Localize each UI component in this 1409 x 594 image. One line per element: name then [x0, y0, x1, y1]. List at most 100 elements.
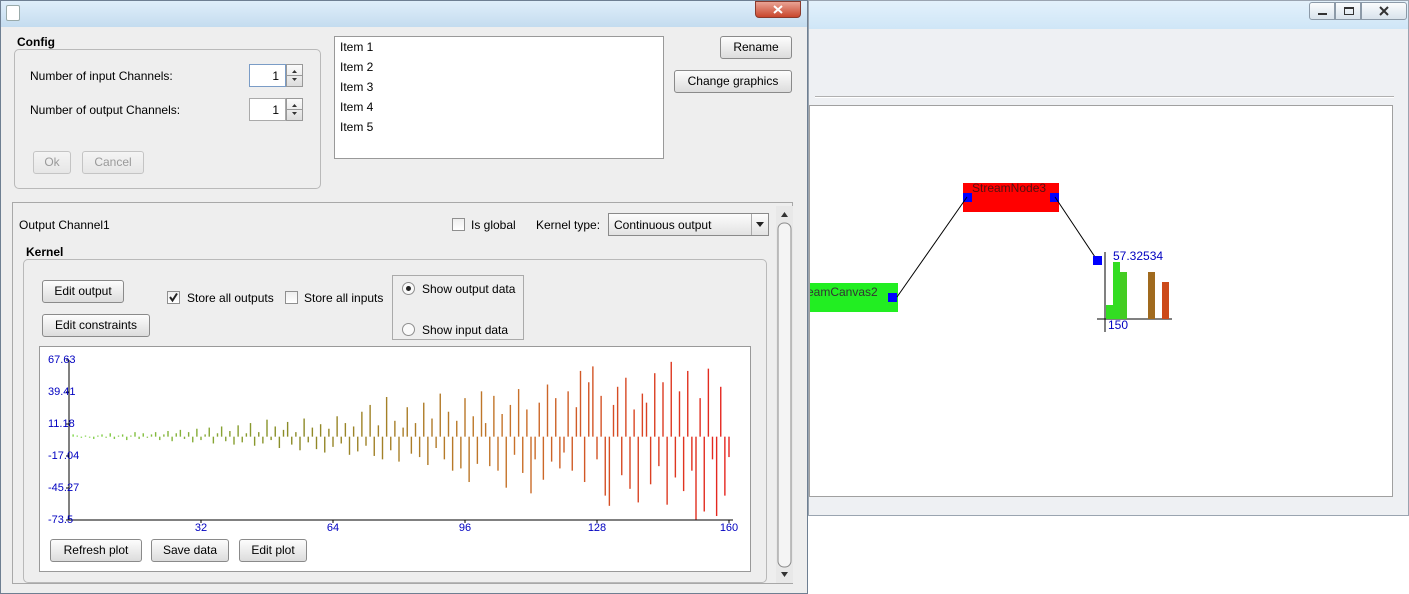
bar — [423, 402, 425, 437]
y-tick-label: 11.18 — [48, 418, 75, 430]
x-tick-label: 128 — [588, 522, 606, 534]
list-item[interactable]: Item 1 — [340, 40, 374, 54]
store-outputs-checkbox[interactable] — [167, 291, 180, 304]
output-spinner[interactable]: 1 — [249, 98, 286, 121]
bar — [707, 368, 710, 437]
bar — [390, 436, 392, 451]
save-data-button[interactable]: Save data — [151, 539, 229, 562]
bar — [72, 434, 74, 437]
bar — [307, 436, 309, 443]
bar — [121, 434, 124, 437]
item-list[interactable]: Item 1 Item 2 Item 3 Item 4 Item 5 — [334, 36, 664, 159]
bar — [394, 420, 396, 437]
spinner-arrows[interactable] — [286, 64, 303, 87]
preview-bar — [1162, 282, 1169, 319]
rename-button[interactable]: Rename — [720, 36, 792, 59]
list-item[interactable]: Item 5 — [340, 120, 374, 134]
label: Kernel type: — [536, 218, 601, 232]
bar — [645, 402, 648, 437]
bar — [266, 419, 268, 437]
bar — [418, 436, 421, 458]
kernel-type-combo[interactable]: Continuous output — [608, 213, 769, 236]
bar — [629, 436, 631, 489]
edit-constraints-button[interactable]: Edit constraints — [42, 314, 150, 337]
label: Number of output Channels: — [30, 103, 181, 117]
bar — [687, 370, 689, 437]
bar — [621, 436, 623, 476]
close-button[interactable] — [755, 1, 801, 18]
scrollbar[interactable] — [776, 206, 793, 583]
bar — [138, 436, 140, 439]
bar — [662, 382, 664, 437]
minimize-button[interactable] — [1309, 2, 1335, 20]
y-tick-label: 67.63 — [48, 354, 76, 366]
bar — [571, 436, 573, 471]
radio-button[interactable] — [402, 323, 415, 336]
refresh-plot-button[interactable]: Refresh plot — [50, 539, 142, 562]
dialog: Config Number of input Channels: 1 Numbe… — [0, 0, 808, 594]
bar — [559, 436, 561, 469]
cancel-button[interactable]: Cancel — [82, 151, 144, 174]
edit-plot-button[interactable]: Edit plot — [239, 539, 307, 562]
bar — [583, 436, 586, 483]
bar — [443, 436, 446, 460]
bar — [216, 433, 219, 437]
bar — [220, 426, 223, 437]
list-item[interactable]: Item 2 — [340, 60, 374, 74]
bar — [315, 436, 318, 450]
bar — [616, 386, 619, 437]
kernel-panel — [23, 259, 767, 583]
maximize-button[interactable] — [1335, 2, 1361, 20]
list-item[interactable]: Item 4 — [340, 100, 374, 114]
radio-button[interactable] — [402, 282, 415, 295]
port — [1050, 193, 1059, 202]
input-spinner[interactable]: 1 — [249, 64, 286, 87]
bar — [262, 436, 264, 444]
bar — [311, 427, 314, 437]
bar — [134, 432, 136, 437]
bar — [633, 409, 635, 437]
is-global-checkbox[interactable] — [452, 218, 465, 231]
combo-value: Continuous output — [614, 218, 712, 232]
bar — [398, 436, 400, 462]
change-graphics-button[interactable]: Change graphics — [674, 70, 792, 93]
node-box[interactable] — [963, 183, 1059, 212]
bar — [724, 436, 726, 496]
bar — [130, 435, 132, 437]
bar — [526, 409, 528, 437]
port — [888, 293, 897, 302]
bar — [175, 433, 177, 437]
bar — [439, 393, 441, 437]
bar — [468, 436, 470, 483]
preview-max-label: 57.32534 — [1113, 249, 1163, 263]
bar — [340, 436, 342, 444]
bar — [480, 391, 483, 437]
bar — [447, 411, 450, 437]
title-bar — [809, 1, 1408, 29]
bar — [286, 421, 289, 437]
canvas-graph: eamCanvas2 StreamNode3 57.32534 150 — [810, 181, 1172, 332]
bar — [608, 436, 611, 506]
store-inputs-checkbox[interactable] — [285, 291, 298, 304]
x-tick-label: 64 — [327, 522, 339, 534]
bar — [154, 432, 157, 437]
list-item[interactable]: Item 3 — [340, 80, 374, 94]
port — [1093, 256, 1102, 265]
spinner-arrows[interactable] — [286, 98, 303, 121]
preview-bar — [1148, 272, 1155, 319]
close-button[interactable] — [1361, 2, 1407, 20]
ok-button[interactable]: Ok — [33, 151, 71, 174]
bar — [427, 436, 429, 466]
bar — [253, 436, 256, 446]
x-tick-label: 96 — [459, 522, 471, 534]
bar — [229, 431, 231, 437]
group-title: Kernel — [26, 245, 64, 259]
bar — [146, 436, 149, 438]
node-box[interactable] — [810, 283, 898, 312]
bar — [534, 436, 536, 460]
bar — [691, 436, 693, 471]
edit-output-button[interactable]: Edit output — [42, 280, 124, 303]
bar — [163, 434, 165, 437]
bar — [476, 436, 479, 464]
channel-title: Output Channel1 — [19, 218, 110, 232]
